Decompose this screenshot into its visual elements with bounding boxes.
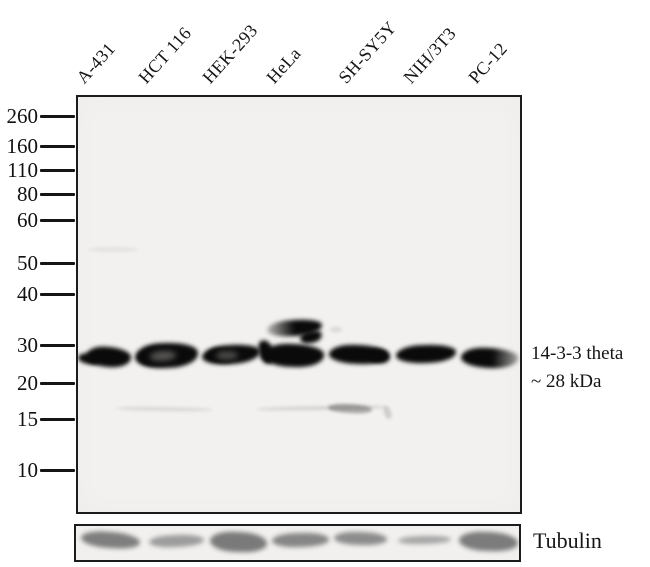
mw-marker-label: 80	[17, 182, 38, 206]
faint-band	[88, 247, 138, 252]
lane-label: PC-12	[464, 38, 512, 88]
loading-control-panel	[74, 524, 521, 562]
mw-tick-line	[40, 193, 75, 196]
mw-tick-line	[40, 382, 75, 385]
tubulin-band	[209, 531, 268, 553]
loading-control-label: Tubulin	[533, 528, 602, 553]
faint-band	[330, 327, 342, 332]
lane-label: HeLa	[262, 43, 305, 88]
mw-marker-label: 40	[17, 282, 38, 306]
lane-label: A-431	[72, 38, 120, 88]
protein-band	[85, 345, 132, 369]
mw-tick-line	[40, 469, 75, 472]
tubulin-band	[271, 532, 330, 548]
main-blot-panel	[76, 95, 522, 514]
mw-tick-line	[40, 145, 75, 148]
protein-band	[216, 351, 238, 360]
mw-tick-line	[40, 418, 75, 421]
mw-marker-label: 10	[17, 458, 38, 482]
mw-tick-line	[40, 219, 75, 222]
mw-tick-line	[40, 169, 75, 172]
mw-tick-line	[40, 344, 75, 347]
lane-label: HCT 116	[134, 22, 196, 88]
mw-marker-label: 260	[6, 104, 39, 128]
protein-band	[262, 342, 325, 369]
target-protein-label: 14-3-3 theta	[531, 343, 624, 364]
mw-marker-label: 60	[17, 208, 38, 232]
tubulin-band	[458, 530, 519, 553]
tubulin-band	[397, 535, 452, 545]
mw-marker-label: 15	[17, 407, 38, 431]
mw-marker-label: 50	[17, 251, 38, 275]
mw-tick-line	[40, 262, 75, 265]
tubulin-band	[80, 529, 141, 551]
mw-marker-label: 110	[7, 158, 38, 182]
lane-label: SH-SY5Y	[334, 17, 401, 88]
mw-tick-line	[40, 293, 75, 296]
mw-tick-line	[40, 115, 75, 118]
lane-label: NIH/3T3	[399, 23, 460, 88]
protein-band	[460, 346, 519, 370]
mw-marker-label: 20	[17, 371, 38, 395]
faint-band	[382, 405, 393, 420]
protein-band	[395, 343, 457, 365]
tubulin-band	[148, 533, 205, 549]
lane-label: HEK-293	[198, 20, 262, 88]
target-mw-label: ~ 28 kDa	[531, 371, 602, 392]
faint-band	[115, 406, 213, 412]
mw-marker-label: 30	[17, 333, 38, 357]
faint-band	[327, 402, 373, 415]
mw-marker-label: 160	[6, 134, 39, 158]
tubulin-band	[333, 531, 388, 546]
